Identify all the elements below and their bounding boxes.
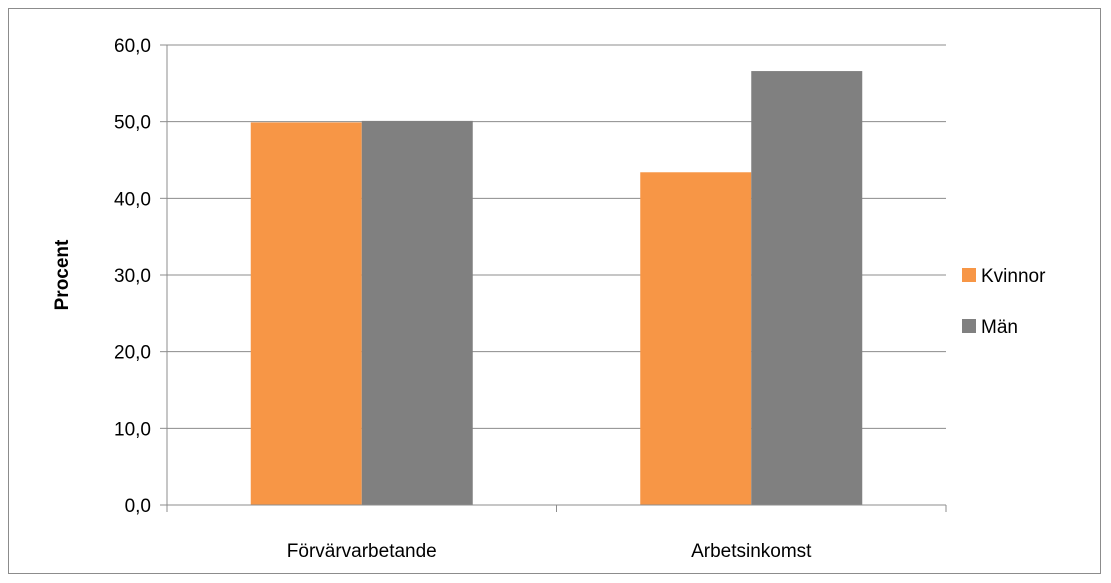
- bar-kvinnor-1: [640, 172, 752, 505]
- bars: [250, 71, 863, 506]
- y-tick-label: 40,0: [114, 189, 151, 210]
- x-tick-labels: Förvärvarbetande Arbetsinkomst: [287, 541, 812, 562]
- y-tick-label: 30,0: [114, 266, 151, 287]
- y-tick-label: 60,0: [114, 36, 151, 57]
- legend-swatch: [962, 268, 976, 282]
- bar-m-n-1: [751, 71, 863, 506]
- y-tick-label: 10,0: [114, 419, 151, 440]
- bar-kvinnor-0: [250, 122, 362, 505]
- bar-m-n-0: [361, 120, 473, 506]
- legend-swatch: [962, 319, 976, 333]
- y-tick-label: 0,0: [125, 496, 151, 517]
- legend-label: Kvinnor: [981, 266, 1046, 287]
- y-tick-label: 20,0: [114, 343, 151, 364]
- y-axis-title: Procent: [52, 239, 73, 310]
- x-tick-label: Förvärvarbetande: [287, 541, 437, 562]
- legend: Kvinnor Män: [962, 266, 1046, 338]
- chart-area: [8, 8, 1101, 574]
- legend-label: Män: [981, 317, 1018, 338]
- x-tick-label: Arbetsinkomst: [691, 541, 812, 562]
- y-tick-labels: 0,0 10,0 20,0 30,0 40,0 50,0 60,0: [114, 36, 151, 517]
- axes: [166, 45, 947, 512]
- y-tick-label: 50,0: [114, 113, 151, 134]
